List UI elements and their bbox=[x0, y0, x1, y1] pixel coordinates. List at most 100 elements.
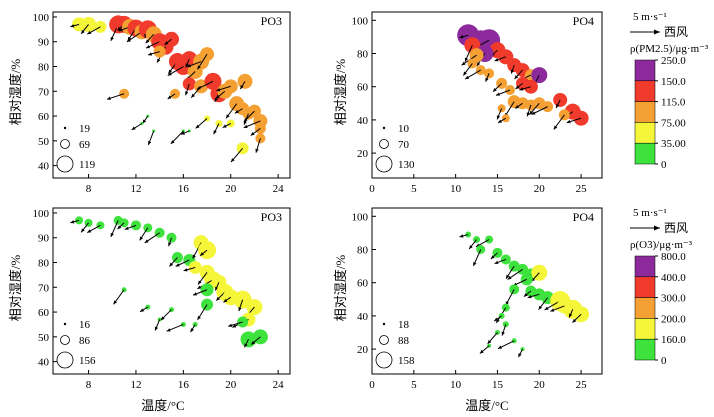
x-tick-label: 20 bbox=[225, 379, 237, 391]
colorbar-tick-label: 150.0 bbox=[661, 76, 686, 88]
wind-vector-head bbox=[234, 109, 239, 114]
wind-vector-head bbox=[487, 339, 492, 344]
y-axis-label-1: 相对湿度/% bbox=[8, 59, 23, 126]
size-legend-label: 10 bbox=[398, 123, 410, 135]
y-tick-label: 40 bbox=[38, 357, 50, 369]
y-tick-label: 40 bbox=[38, 161, 50, 173]
wind-vector-head bbox=[515, 85, 520, 90]
size-legend-label: 86 bbox=[79, 335, 91, 347]
wind-key-bottom: 5 m·s⁻¹ 西风 bbox=[630, 207, 688, 235]
wind-vector-head bbox=[494, 58, 499, 62]
wind-vector-head bbox=[185, 63, 189, 68]
wind-vector-head bbox=[223, 298, 228, 303]
wind-vector-head bbox=[550, 308, 555, 312]
plot-frame bbox=[371, 207, 603, 375]
size-legend-label: 158 bbox=[398, 355, 415, 367]
y-tick-label: 40 bbox=[357, 115, 369, 127]
wind-vector-head bbox=[501, 331, 505, 336]
wind-vector-head bbox=[469, 245, 473, 249]
wind-vector-head bbox=[556, 103, 560, 108]
wind-vector-head bbox=[187, 64, 192, 68]
panel-title: PO3 bbox=[261, 210, 282, 224]
data-point bbox=[94, 20, 107, 33]
wind-vector-head bbox=[231, 158, 235, 163]
colorbar-segment bbox=[634, 80, 656, 102]
wind-vector-head bbox=[140, 308, 145, 312]
x-tick-label: 20 bbox=[534, 379, 546, 391]
colorbar-segment bbox=[634, 297, 656, 319]
wind-vector-head bbox=[493, 87, 497, 92]
y-axis-label-3: 相对湿度/% bbox=[8, 255, 23, 322]
wind-vector-head bbox=[526, 112, 530, 117]
plot-frame bbox=[52, 11, 291, 179]
wind-vector-head bbox=[569, 313, 573, 318]
wind-key-direction: 西风 bbox=[664, 221, 688, 235]
wind-vector-head bbox=[465, 75, 470, 80]
wind-vector-head bbox=[216, 296, 220, 301]
size-legend-marker bbox=[63, 126, 67, 130]
wind-vector-head bbox=[183, 268, 188, 272]
wind-vector-head bbox=[168, 69, 172, 74]
y-tick-label: 60 bbox=[38, 111, 50, 123]
wind-vector-head bbox=[81, 29, 85, 34]
wind-vector-head bbox=[180, 131, 185, 135]
x-tick-label: 20 bbox=[225, 183, 237, 195]
size-legend-marker bbox=[375, 155, 393, 173]
colorbar-tick-label: 160.0 bbox=[661, 334, 686, 346]
wind-vector-head bbox=[538, 305, 543, 310]
y-tick-label: 100 bbox=[33, 208, 50, 220]
wind-vector-head bbox=[87, 229, 92, 233]
y-tick-label: 90 bbox=[38, 233, 50, 245]
x-tick-label: 12 bbox=[130, 183, 141, 195]
wind-vector-head bbox=[196, 86, 201, 90]
y-tick-label: 70 bbox=[38, 86, 50, 98]
x-tick-label: 12 bbox=[130, 379, 141, 391]
wind-vector-head bbox=[243, 117, 248, 122]
x-tick-label: 16 bbox=[178, 379, 190, 391]
wind-vector-head bbox=[192, 254, 196, 259]
y-tick-label: 60 bbox=[357, 82, 369, 94]
wind-vector-head bbox=[124, 226, 129, 230]
colorbar-segment bbox=[634, 122, 656, 144]
colorbar-tick-label: 800.0 bbox=[661, 251, 686, 263]
colorbar-2: 800.0 400.0 300.0 200.0 160.0 0 bbox=[634, 251, 686, 367]
size-legend-label: 18 bbox=[398, 319, 410, 331]
y-tick-label: 100 bbox=[352, 211, 369, 223]
colorbar-tick-label: 200.0 bbox=[661, 313, 686, 325]
wind-vector-head bbox=[510, 69, 515, 74]
wind-vector-head bbox=[473, 261, 477, 266]
colorbar-segment bbox=[634, 338, 656, 361]
wind-vector-head bbox=[485, 77, 489, 82]
wind-vector-head bbox=[110, 36, 114, 41]
chart-panel-2: 0 5 10 15 20 25 20 40 60 80 100 PO4 10 70 130 bbox=[352, 11, 603, 195]
y-tick-label: 20 bbox=[357, 148, 369, 160]
size-legend-marker bbox=[56, 155, 74, 173]
wind-vector-head bbox=[185, 91, 189, 96]
y-tick-label: 70 bbox=[38, 282, 50, 294]
wind-vector-head bbox=[243, 120, 247, 125]
size-legend-label: 19 bbox=[79, 123, 91, 135]
x-tick-label: 24 bbox=[273, 183, 285, 195]
wind-vector-head bbox=[490, 255, 495, 259]
size-legend-label: 16 bbox=[79, 319, 91, 331]
wind-vector-head bbox=[191, 93, 195, 98]
x-tick-label: 24 bbox=[273, 379, 285, 391]
x-tick-label: 5 bbox=[411, 379, 417, 391]
x-tick-label: 16 bbox=[178, 183, 190, 195]
wind-vector-head bbox=[495, 92, 500, 96]
colorbar-tick-label: 250.0 bbox=[661, 55, 686, 67]
wind-vector-head bbox=[144, 239, 149, 243]
y-axis-label-4: 相对湿度/% bbox=[333, 255, 348, 322]
x-tick-label: 25 bbox=[576, 183, 588, 195]
size-legend-marker bbox=[382, 322, 386, 326]
wind-vector-head bbox=[164, 41, 169, 45]
wind-key-speed: 5 m·s⁻¹ bbox=[633, 207, 667, 219]
wind-vector-head bbox=[529, 110, 534, 115]
y-tick-label: 80 bbox=[357, 245, 369, 257]
wind-vector-head bbox=[463, 71, 467, 76]
y-tick-label: 20 bbox=[357, 344, 369, 356]
size-legend-marker bbox=[379, 139, 389, 149]
size-legend-marker bbox=[379, 335, 389, 345]
wind-vector-head bbox=[240, 85, 244, 90]
wind-vector-head bbox=[506, 274, 510, 279]
